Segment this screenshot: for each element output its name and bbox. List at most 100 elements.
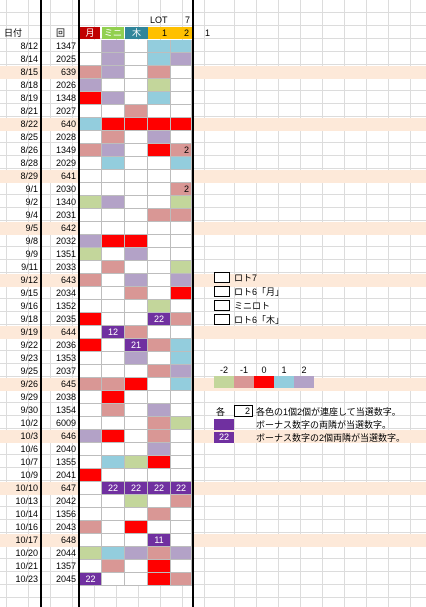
table-row: 10/6 2040 xyxy=(0,443,426,456)
table-row: 10/13 2042 xyxy=(0,495,426,508)
number-cell xyxy=(102,508,125,521)
table-row: 8/22 640 xyxy=(0,118,426,131)
number-cell xyxy=(148,365,171,378)
number-cell xyxy=(125,508,148,521)
table-row: 10/21 1357 xyxy=(0,560,426,573)
count-label: 1 xyxy=(205,28,211,38)
number-cell xyxy=(80,534,102,547)
number-cell xyxy=(148,40,171,53)
number-cell xyxy=(171,209,192,222)
number-cell xyxy=(102,456,125,469)
number-cell xyxy=(80,391,102,404)
number-cell xyxy=(80,326,102,339)
number-cell xyxy=(102,339,125,352)
date-cell: 8/12 xyxy=(20,41,38,51)
number-cell xyxy=(148,222,171,235)
draw-number-cell: 641 xyxy=(60,171,76,181)
date-cell: 8/21 xyxy=(20,106,38,116)
table-row: 9/16 1352 xyxy=(0,300,426,313)
number-cell xyxy=(125,118,148,131)
number-cell xyxy=(80,274,102,287)
number-cell xyxy=(80,79,102,92)
table-row: 9/5 642 xyxy=(0,222,426,235)
number-cell xyxy=(148,209,171,222)
number-cell xyxy=(148,261,171,274)
date-cell: 9/5 xyxy=(25,223,38,233)
number-cell xyxy=(80,131,102,144)
table-row: 10/10 647 22 22 22 22 xyxy=(0,482,426,495)
number-cell xyxy=(102,378,125,391)
number-cell xyxy=(80,105,102,118)
legend-box-miniloto xyxy=(214,300,230,311)
number-cell xyxy=(125,248,148,261)
draw-header: 回 xyxy=(56,28,66,38)
date-cell: 9/29 xyxy=(20,392,38,402)
number-cell xyxy=(80,469,102,482)
number-cell xyxy=(125,573,148,586)
seven-label: 7 xyxy=(185,15,191,25)
number-cell xyxy=(80,404,102,417)
table-row: 9/19 644 12 xyxy=(0,326,426,339)
number-cell xyxy=(125,287,148,300)
date-header: 日付 xyxy=(4,28,23,38)
draw-number-cell: 1355 xyxy=(55,457,76,467)
draw-number-cell: 645 xyxy=(60,379,76,389)
number-cell xyxy=(171,118,192,131)
number-cell xyxy=(148,92,171,105)
number-cell xyxy=(80,521,102,534)
number-cell xyxy=(171,391,192,404)
draw-number-cell: 6009 xyxy=(55,418,76,428)
draw-number-cell: 647 xyxy=(60,483,76,493)
number-cell xyxy=(125,404,148,417)
scale-label: -1 xyxy=(239,365,248,375)
number-cell xyxy=(102,560,125,573)
number-cell xyxy=(171,105,192,118)
number-cell xyxy=(125,222,148,235)
number-cell xyxy=(125,456,148,469)
draw-number-cell: 1351 xyxy=(55,249,76,259)
number-cell xyxy=(125,378,148,391)
number-cell xyxy=(80,196,102,209)
date-cell: 9/2 xyxy=(25,197,38,207)
table-row: 10/23 2045 22 xyxy=(0,573,426,586)
table-row: 8/26 1349 2 xyxy=(0,144,426,157)
number-cell xyxy=(102,40,125,53)
draw-number-cell: 1352 xyxy=(55,301,76,311)
number-cell xyxy=(148,443,171,456)
date-cell: 9/30 xyxy=(20,405,38,415)
table-row: 9/1 2030 2 xyxy=(0,183,426,196)
number-cell xyxy=(102,66,125,79)
date-cell: 8/19 xyxy=(20,93,38,103)
table-row: 9/2 1340 xyxy=(0,196,426,209)
number-cell xyxy=(125,274,148,287)
date-cell: 9/19 xyxy=(20,327,38,337)
draw-number-cell: 640 xyxy=(60,119,76,129)
number-cell xyxy=(102,248,125,261)
date-cell: 9/22 xyxy=(20,340,38,350)
number-cell xyxy=(102,157,125,170)
draw-number-cell: 2034 xyxy=(55,288,76,298)
number-cell xyxy=(125,92,148,105)
date-cell: 8/25 xyxy=(20,132,38,142)
number-cell xyxy=(148,404,171,417)
draw-number-cell: 2043 xyxy=(55,522,76,532)
date-cell: 8/29 xyxy=(20,171,38,181)
number-cell xyxy=(125,40,148,53)
draw-number-cell: 2031 xyxy=(55,210,76,220)
draw-number-cell: 2028 xyxy=(55,132,76,142)
table-row: 9/26 645 xyxy=(0,378,426,391)
table-row: 10/3 646 xyxy=(0,430,426,443)
draw-number-cell: 643 xyxy=(60,275,76,285)
number-cell xyxy=(171,313,192,326)
number-cell xyxy=(125,196,148,209)
date-cell: 10/17 xyxy=(15,535,38,545)
number-cell: 2 xyxy=(171,183,192,196)
number-cell xyxy=(102,274,125,287)
number-cell xyxy=(102,365,125,378)
number-cell xyxy=(171,326,192,339)
draw-number-cell: 2033 xyxy=(55,262,76,272)
legend-box-loto7 xyxy=(214,272,230,283)
number-cell xyxy=(171,417,192,430)
number-cell xyxy=(102,131,125,144)
date-cell: 9/16 xyxy=(20,301,38,311)
